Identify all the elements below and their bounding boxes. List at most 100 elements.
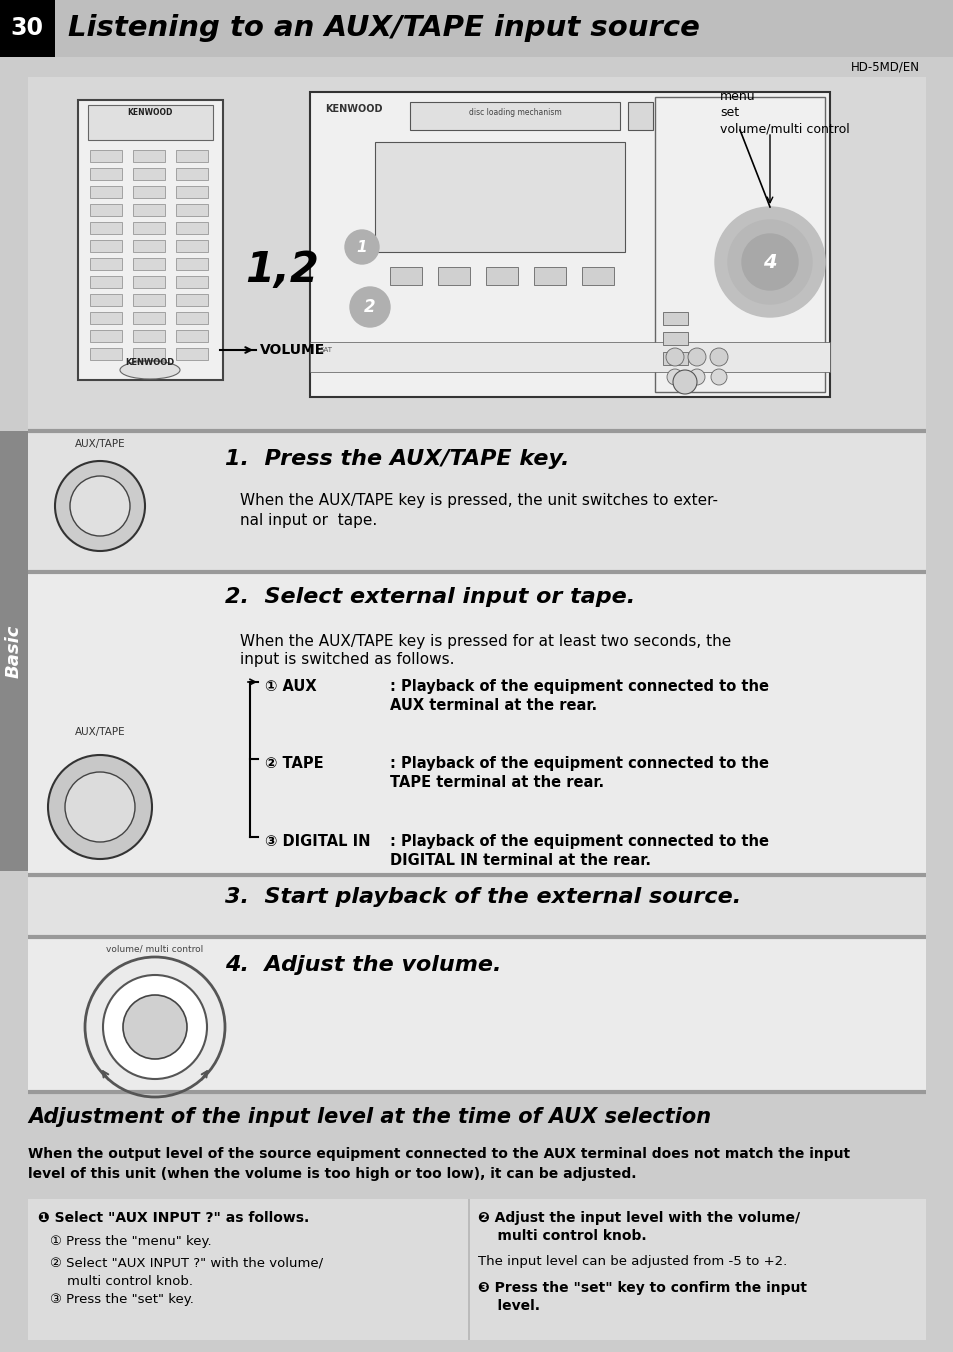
Bar [375,142,624,251]
Text: 1,2: 1,2 [245,249,318,291]
Text: AUX/TAPE: AUX/TAPE [74,727,125,737]
Text: HD-5MD/EN: HD-5MD/EN [850,59,919,73]
Text: AUX terminal at the rear.: AUX terminal at the rear. [390,698,597,713]
Bar [28,875,925,937]
Bar [581,266,614,285]
Circle shape [103,975,207,1079]
Bar [437,266,470,285]
Circle shape [709,347,727,366]
Bar [28,431,925,572]
Text: ③ DIGITAL IN: ③ DIGITAL IN [265,834,370,849]
Text: ① AUX: ① AUX [265,679,316,694]
Text: disc loading mechanism: disc loading mechanism [468,108,560,118]
Bar [175,222,208,234]
Text: ❶ Select "AUX INPUT ?" as follows.: ❶ Select "AUX INPUT ?" as follows. [38,1211,309,1225]
Bar [175,258,208,270]
Bar [132,204,165,216]
Bar [90,258,122,270]
Text: The input level can be adjusted from -5 to +2.: The input level can be adjusted from -5 … [477,1255,786,1268]
Bar [0,0,55,57]
Circle shape [345,230,378,264]
Text: level.: level. [477,1299,539,1313]
Bar [410,101,619,130]
Bar [175,312,208,324]
Bar [28,77,925,430]
Text: : Playback of the equipment connected to the: : Playback of the equipment connected to… [390,756,768,771]
Bar [90,168,122,180]
Bar [90,222,122,234]
Bar [310,342,829,372]
Bar [534,266,565,285]
Text: 3.  Start playback of the external source.: 3. Start playback of the external source… [225,887,740,907]
Bar [78,100,223,380]
Bar [90,241,122,251]
Circle shape [688,369,704,385]
Circle shape [714,207,824,316]
Circle shape [727,220,811,304]
Bar [90,293,122,306]
Circle shape [55,461,145,552]
Text: Listening to an AUX/TAPE input source: Listening to an AUX/TAPE input source [68,14,700,42]
Bar [90,150,122,162]
Bar [90,204,122,216]
Circle shape [350,287,390,327]
Ellipse shape [120,361,180,379]
Text: KENWOOD: KENWOOD [125,358,174,366]
Text: nal input or  tape.: nal input or tape. [240,512,376,529]
Text: 2.  Select external input or tape.: 2. Select external input or tape. [225,587,635,607]
Text: Basic: Basic [5,625,23,677]
Bar [90,330,122,342]
Bar [132,222,165,234]
Bar [310,92,829,397]
Bar [175,330,208,342]
Circle shape [665,347,683,366]
Circle shape [65,772,135,842]
Bar [132,258,165,270]
Circle shape [48,754,152,859]
Text: KENWOOD: KENWOOD [127,108,172,118]
Text: input is switched as follows.: input is switched as follows. [240,652,454,667]
Bar [132,276,165,288]
Text: ③ Press the "set" key.: ③ Press the "set" key. [50,1293,193,1306]
Bar [175,150,208,162]
Text: KENWOOD: KENWOOD [325,104,382,114]
Bar [28,1199,925,1340]
Bar [0,0,953,57]
Bar [132,168,165,180]
Bar [0,57,953,77]
Circle shape [666,369,682,385]
Text: ❷ Adjust the input level with the volume/: ❷ Adjust the input level with the volume… [477,1211,800,1225]
Bar [175,276,208,288]
Bar [132,241,165,251]
Text: When the output level of the source equipment connected to the AUX terminal does: When the output level of the source equi… [28,1146,849,1161]
Text: 1.  Press the AUX/TAPE key.: 1. Press the AUX/TAPE key. [225,449,569,469]
Bar [468,1199,470,1340]
Circle shape [741,234,797,289]
Bar [627,101,652,130]
Text: 30: 30 [10,16,44,41]
Bar [90,187,122,197]
Text: level of this unit (when the volume is too high or too low), it can be adjusted.: level of this unit (when the volume is t… [28,1167,636,1182]
Bar [90,312,122,324]
Text: AUX/TAPE: AUX/TAPE [74,439,125,449]
Bar [0,431,28,871]
Circle shape [687,347,705,366]
Bar [132,312,165,324]
Bar [88,105,213,141]
Bar [175,168,208,180]
Text: 4: 4 [762,253,776,272]
Bar [28,937,925,1092]
Text: When the AUX/TAPE key is pressed, the unit switches to exter-: When the AUX/TAPE key is pressed, the un… [240,493,718,508]
Bar [90,347,122,360]
Bar [132,347,165,360]
Bar [132,330,165,342]
Bar [175,293,208,306]
Bar [90,276,122,288]
Text: When the AUX/TAPE key is pressed for at least two seconds, the: When the AUX/TAPE key is pressed for at … [240,634,731,649]
Circle shape [672,370,697,393]
Bar [390,266,421,285]
Bar [655,97,824,392]
Text: ② Select "AUX INPUT ?" with the volume/: ② Select "AUX INPUT ?" with the volume/ [50,1257,323,1270]
Bar [0,1092,953,1352]
Bar [662,333,687,345]
